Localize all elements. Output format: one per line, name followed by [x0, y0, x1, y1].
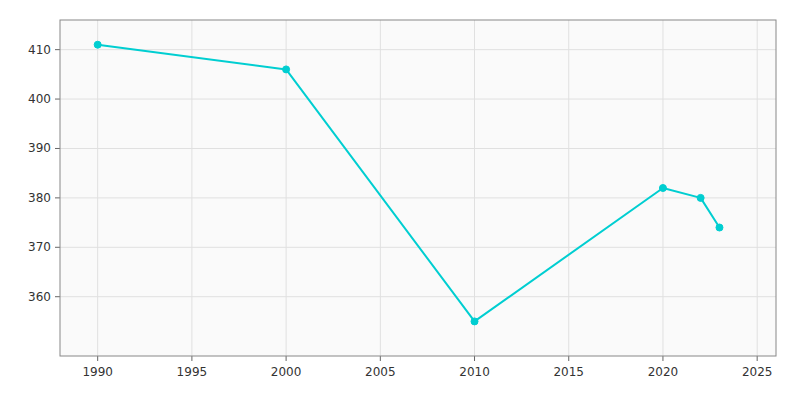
series [94, 41, 723, 325]
x-tick [568, 356, 569, 361]
marker [94, 41, 101, 48]
y-tick-label: 410 [28, 43, 51, 57]
grid [60, 20, 776, 356]
y-grid-line [60, 148, 776, 149]
marker [471, 318, 478, 325]
y-tick-label: 370 [28, 240, 51, 254]
x-grid-line [474, 20, 475, 356]
y-tick [55, 197, 60, 198]
x-tick-label: 2005 [365, 365, 396, 379]
y-tick-label: 360 [28, 290, 51, 304]
x-tick-label: 1995 [177, 365, 208, 379]
y-grid-line [60, 99, 776, 100]
x-tick [662, 356, 663, 361]
chart: 1990 1995 2000 2005 2010 2015 2020 2025 360 370 38… [0, 0, 800, 400]
plot-frame [60, 20, 776, 356]
y-tick [55, 296, 60, 297]
marker [659, 185, 666, 192]
plot-area [60, 20, 776, 356]
x-tick [757, 356, 758, 361]
y-tick [55, 49, 60, 50]
x-tick-label: 2020 [648, 365, 679, 379]
x-grid-line [568, 20, 569, 356]
y-tick [55, 247, 60, 248]
axes: 1990 1995 2000 2005 2010 2015 2020 2025 360 370 38… [28, 43, 772, 379]
y-tick [55, 99, 60, 100]
marker [283, 66, 290, 73]
x-tick-label: 2010 [459, 365, 490, 379]
y-tick-label: 390 [28, 141, 51, 155]
y-tick-label: 380 [28, 191, 51, 205]
y-grid-line [60, 49, 776, 50]
x-tick-label: 2015 [553, 365, 584, 379]
x-tick-label: 2025 [742, 365, 773, 379]
x-tick [474, 356, 475, 361]
y-grid-line [60, 197, 776, 198]
x-grid-line [97, 20, 98, 356]
x-grid-line [757, 20, 758, 356]
x-grid-line [380, 20, 381, 356]
y-tick-label: 400 [28, 92, 51, 106]
x-tick [191, 356, 192, 361]
x-tick [97, 356, 98, 361]
marker [716, 224, 723, 231]
y-tick [55, 148, 60, 149]
line [98, 45, 720, 322]
x-tick [286, 356, 287, 361]
x-grid-line [191, 20, 192, 356]
marker [697, 194, 704, 201]
x-tick [380, 356, 381, 361]
x-tick-label: 2000 [271, 365, 302, 379]
x-tick-label: 1990 [82, 365, 113, 379]
y-grid-line [60, 296, 776, 297]
